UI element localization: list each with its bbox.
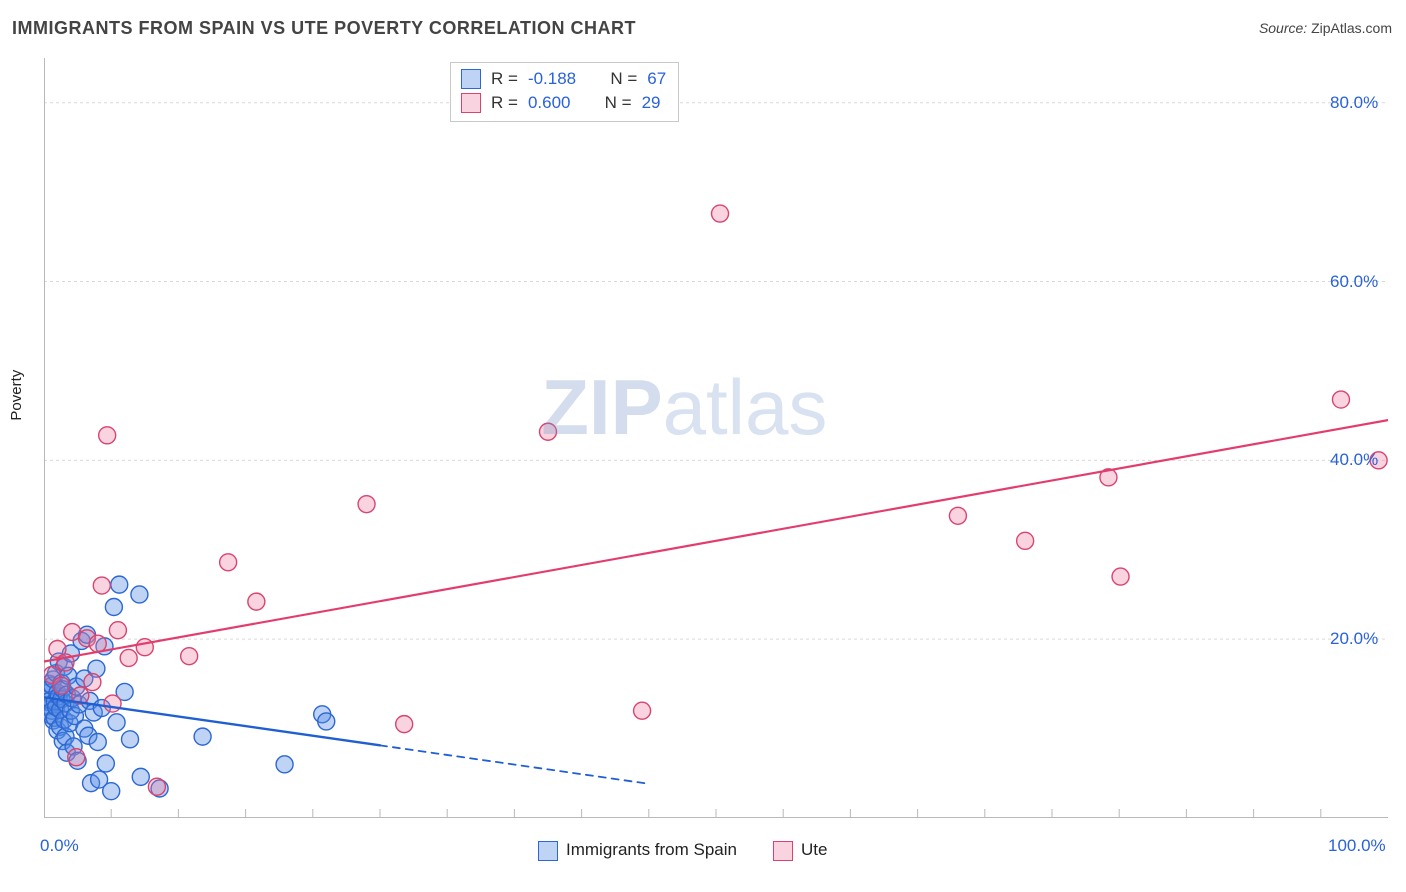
x-axis-min-label: 0.0% <box>40 836 79 856</box>
legend-row: R = -0.188 N = 67 <box>461 67 666 91</box>
y-axis-label: Poverty <box>8 370 25 421</box>
series-legend-swatch <box>773 841 793 861</box>
legend-n-value: 29 <box>642 91 661 115</box>
source-label: Source: <box>1259 20 1311 36</box>
series-legend: Immigrants from Spain Ute <box>538 840 827 861</box>
series-legend-swatch <box>538 841 558 861</box>
legend-r-label: R = <box>491 67 518 91</box>
legend-swatch <box>461 69 481 89</box>
series-legend-item: Ute <box>773 840 827 861</box>
legend-r-label: R = <box>491 91 518 115</box>
chart-title: IMMIGRANTS FROM SPAIN VS UTE POVERTY COR… <box>12 18 636 39</box>
legend-n-value: 67 <box>647 67 666 91</box>
y-axis-tick-label: 60.0% <box>1330 272 1378 292</box>
y-axis-tick-label: 20.0% <box>1330 629 1378 649</box>
series-legend-label: Immigrants from Spain <box>566 840 737 859</box>
y-axis-tick-label: 80.0% <box>1330 93 1378 113</box>
legend-swatch <box>461 93 481 113</box>
legend-n-label: N = <box>605 91 632 115</box>
legend-n-label: N = <box>610 67 637 91</box>
correlation-legend: R = -0.188 N = 67R = 0.600 N = 29 <box>450 62 679 122</box>
x-axis-max-label: 100.0% <box>1328 836 1386 856</box>
source-name: ZipAtlas.com <box>1311 20 1392 36</box>
legend-r-value: -0.188 <box>528 67 576 91</box>
y-axis-tick-label: 40.0% <box>1330 450 1378 470</box>
chart-container: IMMIGRANTS FROM SPAIN VS UTE POVERTY COR… <box>0 0 1406 892</box>
series-legend-item: Immigrants from Spain <box>538 840 737 861</box>
series-legend-label: Ute <box>801 840 827 859</box>
source-attribution: Source: ZipAtlas.com <box>1259 20 1392 36</box>
legend-r-value: 0.600 <box>528 91 571 115</box>
legend-row: R = 0.600 N = 29 <box>461 91 666 115</box>
scatter-plot <box>44 58 1388 818</box>
